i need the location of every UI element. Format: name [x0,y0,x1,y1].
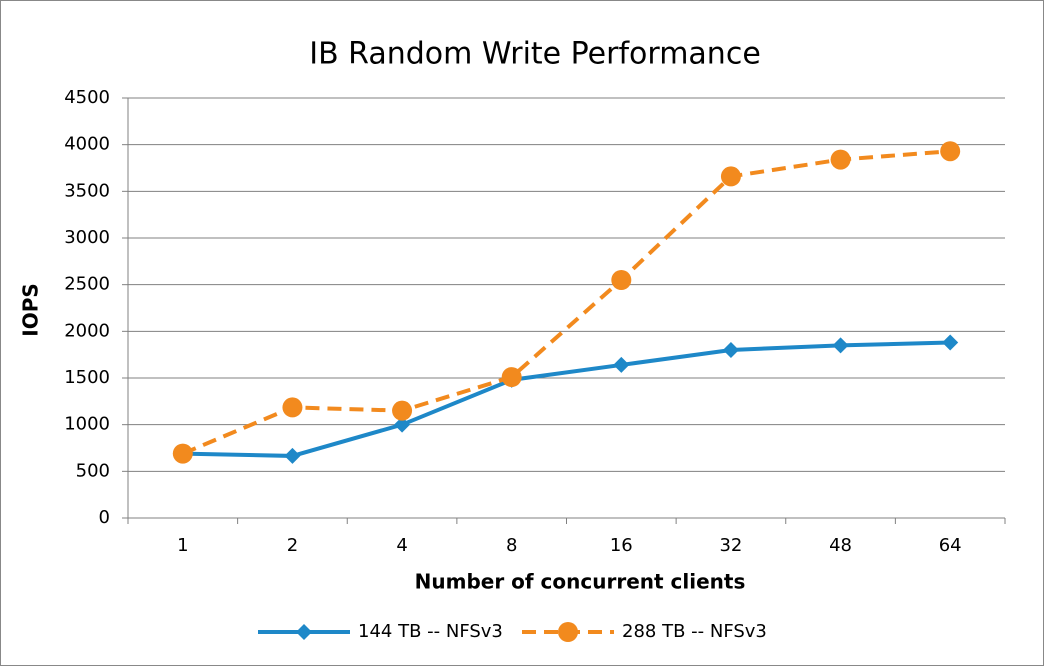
marker [722,342,739,358]
series-line [182,149,951,456]
x-tick-label: 1 [177,535,188,556]
y-tick-label: 0 [99,507,110,528]
marker [611,270,632,290]
y-tick-label: 3000 [64,227,110,248]
marker [392,400,413,421]
legend-label: 288 TB -- NFSv3 [622,621,767,642]
marker [832,337,849,354]
marker [613,356,630,373]
marker [284,447,301,464]
x-tick-label: 48 [829,535,852,556]
marker [940,141,961,162]
marker [501,367,522,388]
marker [558,622,578,642]
x-tick-label: 32 [719,535,742,556]
x-tick-label: 4 [396,535,407,556]
y-tick-label: 4000 [64,134,110,155]
marker [172,443,193,464]
marker [720,166,741,187]
marker [830,149,851,170]
y-tick-label: 1500 [64,367,110,388]
y-tick-label: 4500 [64,87,110,108]
marker [942,334,959,351]
y-tick-label: 1000 [64,414,110,435]
y-tick-label: 2000 [64,320,110,341]
x-tick-label: 8 [506,535,517,556]
y-tick-label: 500 [76,460,110,481]
legend-label: 144 TB -- NFSv3 [358,621,503,642]
series-line [182,340,951,458]
x-tick-label: 64 [939,535,962,556]
y-tick-label: 2500 [64,274,110,295]
marker [394,416,411,433]
chart-title: IB Random Write Performance [309,37,761,72]
x-tick-label: 2 [287,535,298,556]
marker [282,397,303,418]
x-tick-label: 16 [610,535,633,556]
y-tick-label: 3500 [64,180,110,201]
x-axis-title: Number of concurrent clients [415,570,746,594]
marker [296,624,312,640]
y-axis-title: IOPS [19,283,43,337]
